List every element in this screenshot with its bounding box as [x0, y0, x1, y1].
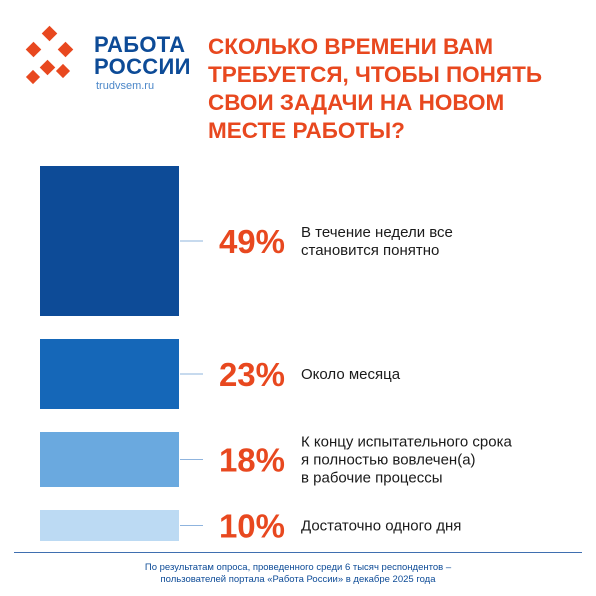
- footer-note: По результатам опроса, проведенного сред…: [0, 562, 596, 586]
- chart-title-line1: СКОЛЬКО ВРЕМЕНИ ВАМ: [208, 34, 494, 59]
- category-label-line: я полностью вовлечен(а): [301, 452, 476, 469]
- brand-name-line1: РАБОТА: [94, 32, 186, 57]
- chart-title-line2: ТРЕБУЕТСЯ, ЧТОБЫ ПОНЯТЬ: [208, 62, 542, 87]
- category-label-line: в рабочие процессы: [301, 470, 442, 487]
- brand-site: trudvsem.ru: [96, 80, 155, 92]
- brand-name-line2: РОССИИ: [94, 54, 191, 79]
- logo-arrows-icon: [25, 25, 74, 85]
- chart-title-line3: СВОИ ЗАДАЧИ НА НОВОМ: [208, 90, 505, 115]
- category-label-line: становится понятно: [301, 242, 439, 259]
- category-label-2: Около месяца: [301, 366, 401, 383]
- bar-2: [40, 339, 179, 409]
- footer-note-line1: По результатам опроса, проведенного сред…: [144, 562, 452, 573]
- value-label-1: 49%: [219, 223, 285, 260]
- brand-name: РАБОТА РОССИИ: [94, 34, 191, 78]
- category-label-3: К концу испытательного срока я полностью …: [301, 434, 512, 487]
- category-label-line: Достаточно одного дня: [301, 518, 461, 535]
- bar-3: [40, 432, 179, 487]
- value-label-4: 10%: [219, 508, 285, 545]
- footer-note-line2: пользователей портала «Работа России» в …: [160, 574, 436, 585]
- category-label-1: В течение недели все становится понятно: [301, 224, 453, 259]
- bar-1: [40, 166, 179, 316]
- bar-4: [40, 510, 179, 541]
- brand-logo: РАБОТА РОССИИ trudvsem.ru: [22, 24, 202, 94]
- value-label-2: 23%: [219, 356, 285, 393]
- category-label-line: В течение недели все: [301, 224, 453, 241]
- category-label-line: К концу испытательного срока: [301, 434, 512, 451]
- chart-title: СКОЛЬКО ВРЕМЕНИ ВАМ ТРЕБУЕТСЯ, ЧТОБЫ ПОН…: [208, 33, 588, 145]
- category-label-4: Достаточно одного дня: [301, 518, 461, 535]
- chart-title-line4: МЕСТЕ РАБОТЫ?: [208, 118, 405, 143]
- footer-divider: [14, 552, 582, 553]
- value-label-3: 18%: [219, 442, 285, 479]
- category-label-line: Около месяца: [301, 366, 401, 383]
